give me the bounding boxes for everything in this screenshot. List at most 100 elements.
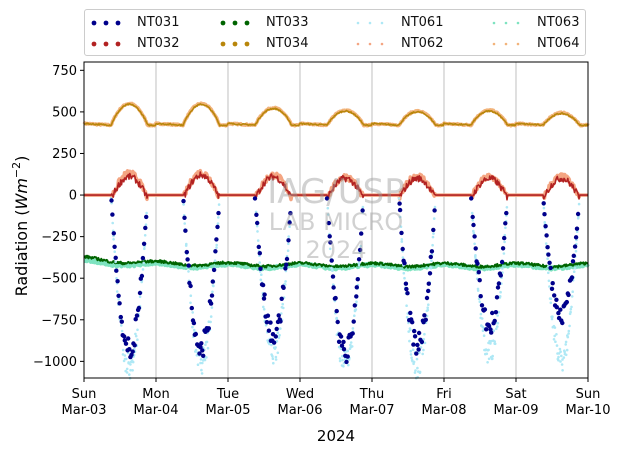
point-nt031 (549, 286, 555, 291)
point-nt031 (183, 228, 188, 233)
point-nt061 (560, 354, 563, 358)
point-nt061 (429, 266, 433, 270)
point-nt061 (353, 314, 356, 318)
point-nt031 (185, 257, 190, 262)
point-nt061 (496, 314, 499, 317)
point-nt061 (271, 357, 275, 361)
point-nt061 (120, 329, 124, 333)
plot-frame (83, 61, 589, 379)
point-nt061 (129, 363, 132, 366)
point-nt061 (564, 340, 568, 344)
point-nt061 (422, 348, 425, 352)
point-nt031 (252, 196, 258, 201)
point-nt031 (326, 220, 331, 226)
point-nt031 (415, 342, 420, 348)
legend-dot (115, 41, 121, 47)
point-nt031 (266, 328, 272, 333)
point-nt031 (575, 211, 581, 217)
point-nt031 (283, 266, 288, 271)
point-nt031 (486, 323, 492, 329)
point-nt061 (426, 306, 430, 310)
point-nt031 (119, 319, 125, 324)
point-nt061 (259, 278, 263, 282)
point-nt031 (498, 273, 503, 278)
point-nt061 (271, 354, 274, 358)
point-nt031 (355, 277, 360, 282)
legend-dot (368, 42, 372, 46)
point-nt031 (345, 354, 350, 359)
point-nt061 (503, 233, 507, 237)
point-nt061 (498, 295, 502, 298)
point-nt061 (204, 343, 207, 347)
legend-dot (380, 21, 384, 25)
x-tick-label-day: Mon (142, 387, 169, 402)
point-nt031 (412, 334, 418, 339)
point-nt031 (186, 263, 191, 268)
legend: NT031 NT033 NT061 NT063 NT032 NT034 NT06… (84, 9, 586, 56)
point-nt031 (544, 233, 549, 238)
point-nt061 (200, 372, 204, 375)
point-nt031 (499, 259, 505, 265)
legend-dot (220, 41, 226, 47)
point-nt031 (547, 260, 552, 265)
point-nt061 (205, 356, 208, 359)
point-nt061 (191, 325, 194, 329)
point-nt031 (189, 305, 194, 311)
point-nt031 (494, 295, 500, 300)
point-nt031 (331, 285, 336, 290)
legend-dot (492, 21, 496, 25)
legend-dot (504, 21, 508, 25)
point-nt061 (432, 217, 436, 220)
point-nt061 (471, 219, 475, 222)
point-nt031 (286, 238, 291, 243)
point-nt031 (354, 294, 359, 299)
point-nt061 (351, 327, 355, 330)
legend-dot (232, 20, 238, 26)
point-nt061 (280, 312, 283, 315)
point-nt061 (182, 203, 185, 206)
y-tick-label: 750 (52, 64, 77, 79)
point-nt061 (401, 256, 405, 259)
point-nt061 (476, 289, 480, 292)
point-nt061 (131, 369, 134, 372)
point-nt061 (277, 336, 281, 340)
y-tick-label: 500 (52, 105, 77, 120)
y-tick-label: −500 (41, 272, 77, 287)
point-nt031 (110, 212, 115, 217)
point-nt031 (573, 235, 579, 240)
point-nt061 (431, 235, 435, 239)
point-nt061 (121, 348, 125, 352)
point-nt061 (561, 358, 564, 361)
point-nt061 (125, 367, 129, 371)
point-nt031 (287, 220, 292, 225)
point-nt061 (399, 225, 403, 228)
point-nt061 (279, 327, 282, 330)
point-nt061 (136, 338, 139, 342)
point-nt061 (573, 266, 577, 270)
point-nt031 (556, 310, 561, 316)
point-nt061 (275, 340, 279, 343)
legend-marker (356, 21, 384, 25)
point-nt031 (397, 201, 402, 206)
point-nt061 (342, 365, 345, 368)
point-nt061 (427, 303, 430, 307)
x-tick-label-day: Tue (216, 387, 239, 402)
point-nt031 (130, 349, 135, 354)
point-nt061 (503, 240, 506, 244)
point-nt061 (433, 205, 437, 209)
point-nt031 (118, 314, 124, 320)
point-nt061 (570, 295, 574, 298)
point-nt061 (491, 357, 494, 361)
point-nt031 (113, 255, 118, 260)
point-nt061 (262, 308, 266, 311)
point-nt061 (482, 334, 486, 338)
point-nt031 (112, 244, 117, 249)
point-nt061 (199, 358, 203, 361)
point-nt061 (191, 311, 194, 314)
point-nt061 (418, 351, 421, 354)
grid-lines (155, 62, 517, 378)
point-nt031 (115, 279, 120, 284)
point-nt061 (215, 246, 218, 249)
point-nt061 (551, 315, 554, 319)
point-nt031 (574, 226, 580, 231)
